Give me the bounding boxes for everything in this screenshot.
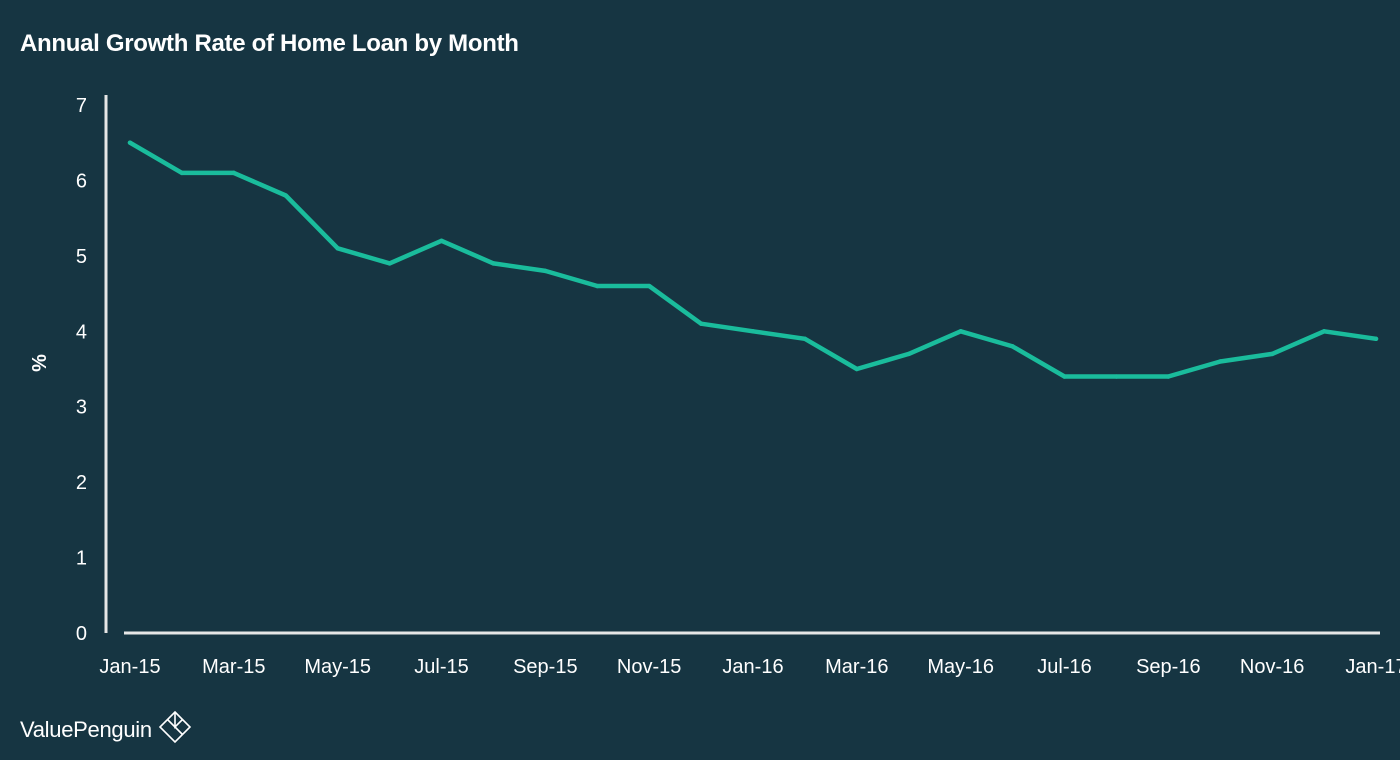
data-point (439, 239, 443, 243)
data-point (284, 193, 288, 197)
x-tick-label: Mar-15 (202, 656, 265, 678)
y-tick-label: 3 (76, 397, 87, 419)
penguin-logo-icon (158, 710, 192, 750)
data-point (1218, 359, 1222, 363)
data-point (907, 352, 911, 356)
y-tick-label: 0 (76, 623, 87, 645)
data-point (1010, 344, 1014, 348)
x-tick-label: Nov-16 (1240, 656, 1304, 678)
data-point (855, 367, 859, 371)
y-tick-label: 6 (76, 170, 87, 192)
data-point (1322, 329, 1326, 333)
y-tick-label: 5 (76, 246, 87, 268)
x-tick-label: Nov-15 (617, 656, 681, 678)
data-point (180, 171, 184, 175)
data-point (1062, 374, 1066, 378)
y-tick-label: 1 (76, 548, 87, 570)
data-point (699, 322, 703, 326)
x-tick-label: May-16 (927, 656, 994, 678)
x-tick-label: Jul-16 (1037, 656, 1091, 678)
brand-logo: ValuePenguin (20, 710, 192, 750)
x-tick-label: Jul-15 (414, 656, 468, 678)
x-tick-label: Mar-16 (825, 656, 888, 678)
x-tick-label: Jan-15 (99, 656, 160, 678)
data-point (1270, 352, 1274, 356)
x-axis: Jan-15 Mar-15 May-15 Jul-15 Sep-15 Nov-15 Jan-… (99, 633, 1400, 678)
data-point (1374, 337, 1378, 341)
x-tick-label: May-15 (304, 656, 371, 678)
data-point (232, 171, 236, 175)
data-point (1166, 374, 1170, 378)
line-chart: 0 1 2 3 4 5 6 7 Jan-15 Mar-15 May-15 Jul-15 Sep-15 N… (0, 0, 1400, 700)
y-tick-label: 7 (76, 95, 87, 117)
y-axis: 0 1 2 3 4 5 6 7 (76, 95, 106, 645)
data-point (751, 329, 755, 333)
y-tick-label: 2 (76, 472, 87, 494)
data-point (128, 141, 132, 145)
data-point (335, 246, 339, 250)
data-point (491, 261, 495, 265)
data-point (543, 269, 547, 273)
data-point (958, 329, 962, 333)
x-tick-label: Sep-16 (1136, 656, 1201, 678)
data-point (387, 261, 391, 265)
data-point (803, 337, 807, 341)
x-tick-label: Jan-16 (722, 656, 783, 678)
brand-name: ValuePenguin (20, 717, 152, 743)
y-axis-label: % (29, 354, 51, 372)
x-tick-label: Sep-15 (513, 656, 578, 678)
data-point (595, 284, 599, 288)
series-line (130, 143, 1376, 377)
x-tick-label: Jan-17 (1345, 656, 1400, 678)
data-point (647, 284, 651, 288)
data-point (1114, 374, 1118, 378)
series-group (128, 141, 1378, 379)
y-tick-label: 4 (76, 321, 87, 343)
